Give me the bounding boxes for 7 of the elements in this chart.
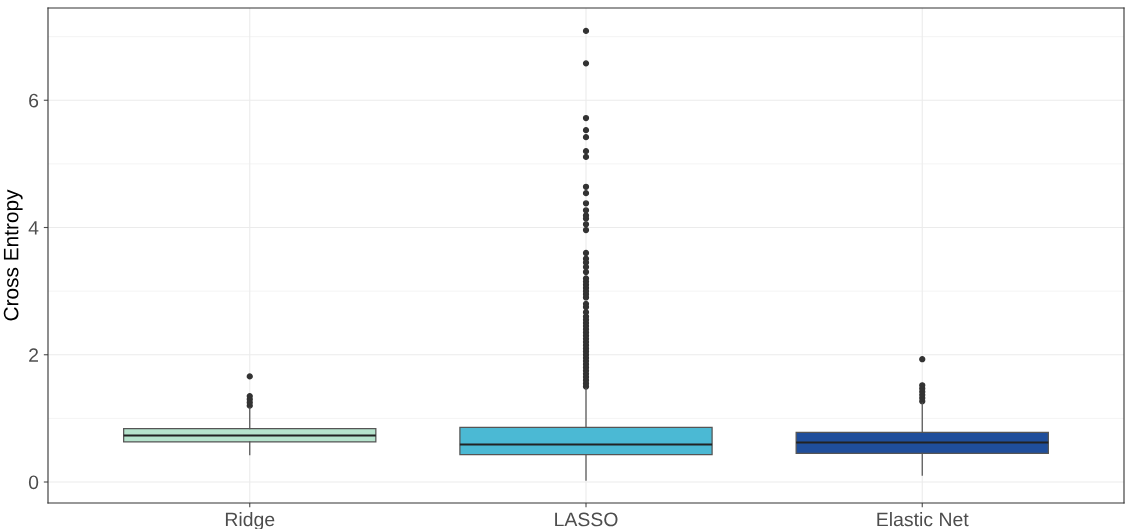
y-axis-title: Cross Entropy (3, 189, 23, 321)
y-tick-label: 2 (29, 348, 38, 362)
x-tick-label: LASSO (555, 512, 618, 527)
y-tick-label: 4 (28, 221, 39, 235)
y-tick-label: 0 (28, 475, 39, 490)
x-tick-label: Elastic Net (877, 512, 969, 527)
y-tick-label: 6 (29, 93, 39, 108)
